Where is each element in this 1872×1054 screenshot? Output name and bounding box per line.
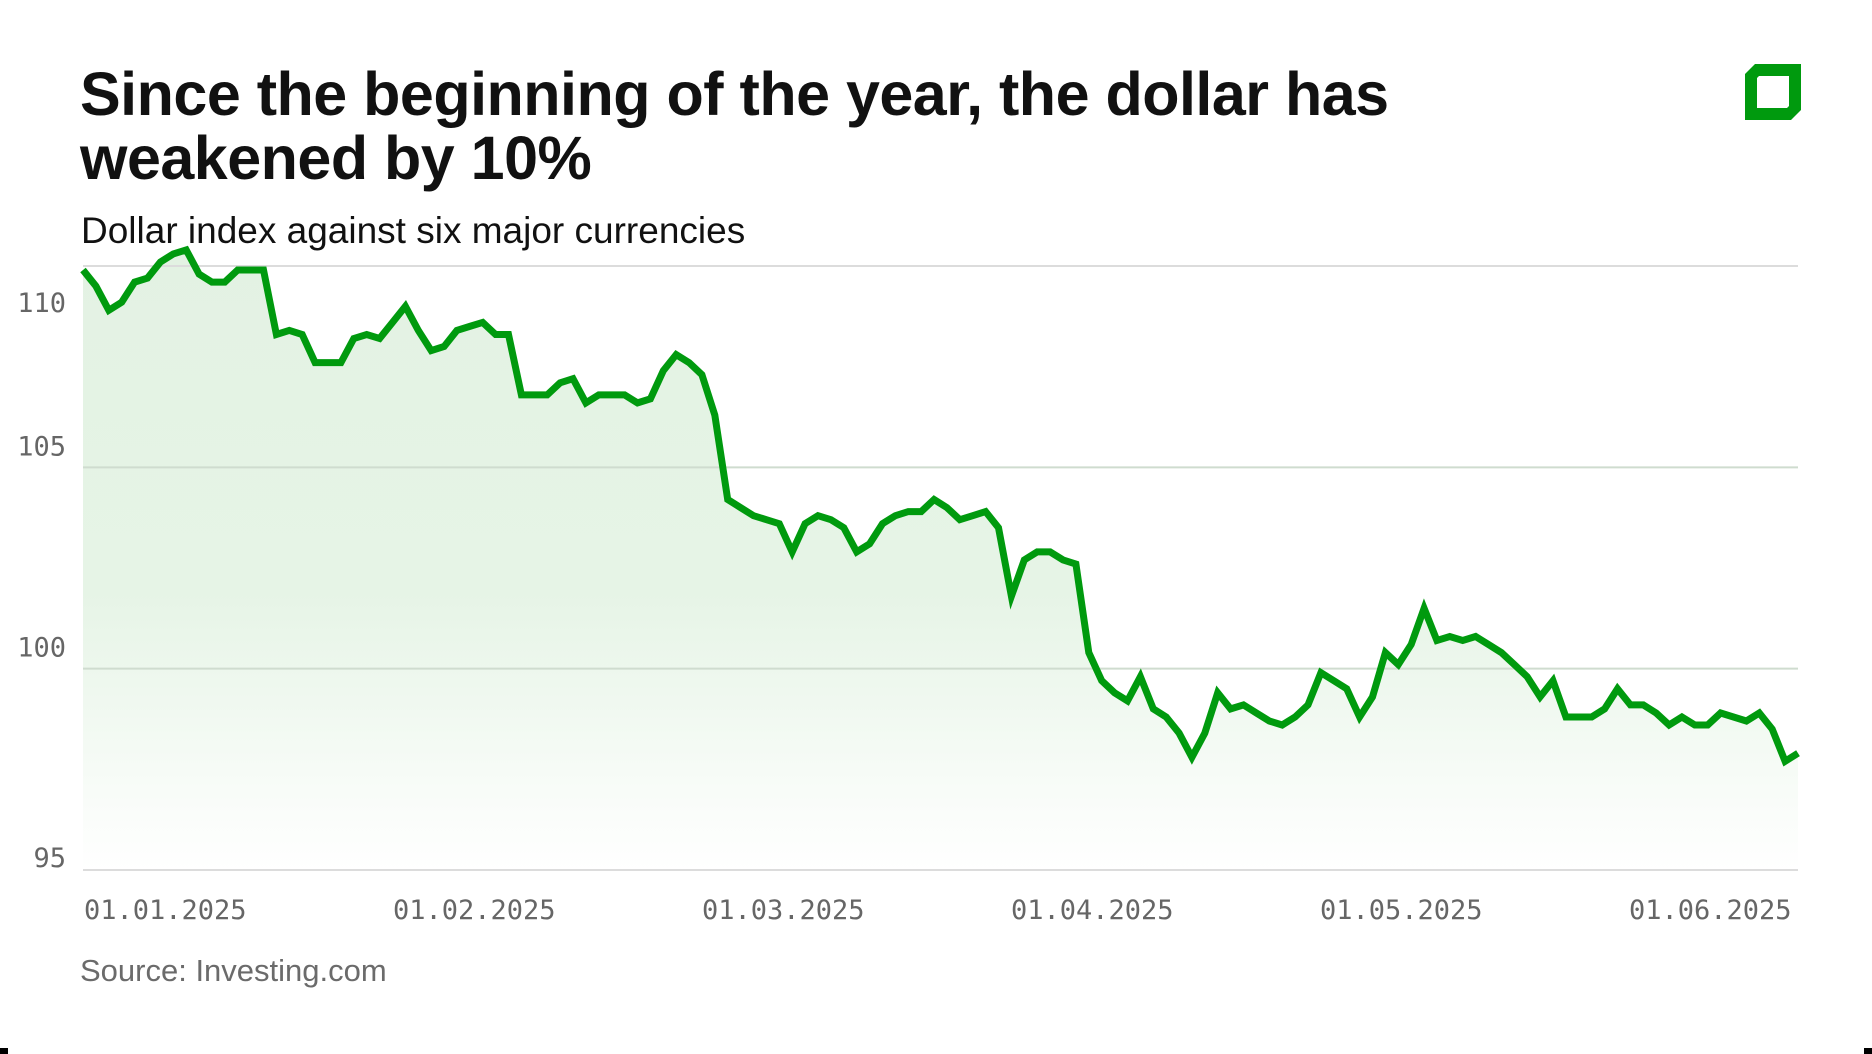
x-tick-label: 01.02.2025 bbox=[393, 895, 556, 926]
data-line bbox=[80, 245, 1800, 767]
y-tick-label: 110 bbox=[17, 288, 66, 319]
y-tick-label: 100 bbox=[17, 633, 66, 664]
source-note: Source: Investing.com bbox=[80, 953, 387, 988]
x-tick-label: 01.04.2025 bbox=[1011, 895, 1174, 926]
x-axis: 01.01.2025 01.02.2025 01.03.2025 01.04.2025… bbox=[84, 895, 1792, 926]
x-tick-label: 01.01.2025 bbox=[84, 895, 247, 926]
gridlines-overlay bbox=[83, 265, 1798, 871]
area-fill bbox=[83, 249, 1798, 870]
x-tick-label: 01.06.2025 bbox=[1629, 895, 1792, 926]
y-tick-label: 95 bbox=[33, 843, 66, 874]
corner-mark-right bbox=[1864, 1048, 1872, 1054]
x-tick-label: 01.03.2025 bbox=[702, 895, 865, 926]
y-axis: 110 105 100 95 bbox=[17, 288, 66, 874]
chart-subtitle: Dollar index against six major currencie… bbox=[81, 210, 746, 251]
x-tick-label: 01.05.2025 bbox=[1320, 895, 1483, 926]
green-square-logo-icon bbox=[1745, 64, 1801, 120]
chart-title: Since the beginning of the year, the dol… bbox=[80, 60, 1389, 192]
y-tick-label: 105 bbox=[17, 431, 66, 462]
corner-mark-left bbox=[0, 1048, 8, 1054]
